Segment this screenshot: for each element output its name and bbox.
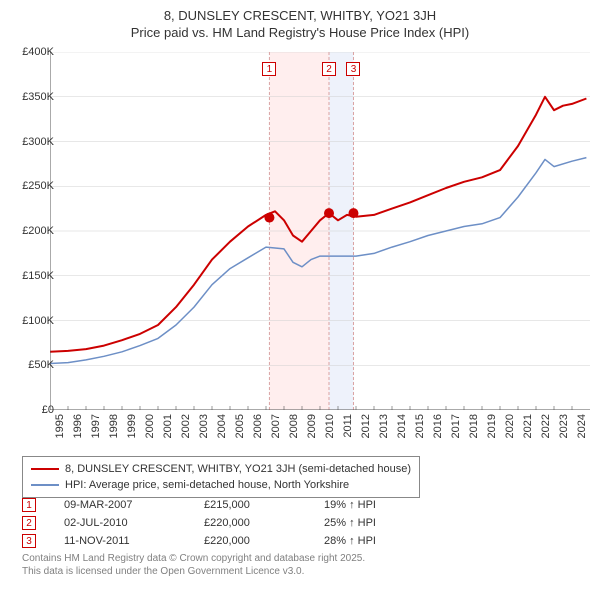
x-tick-label: 2013: [378, 414, 390, 438]
x-tick-label: 2020: [504, 414, 516, 438]
x-tick-label: 2006: [252, 414, 264, 438]
chart-svg: [50, 52, 590, 410]
sales-row: 3 11-NOV-2011£220,00028% ↑ HPI: [22, 532, 444, 550]
sales-price: £220,000: [204, 535, 324, 547]
sale-marker-badge: 1: [262, 62, 276, 76]
sales-date: 09-MAR-2007: [64, 499, 204, 511]
x-tick-label: 2008: [288, 414, 300, 438]
sale-marker-badge: 2: [322, 62, 336, 76]
y-tick-label: £150K: [6, 270, 54, 282]
y-tick-label: £400K: [6, 46, 54, 58]
x-tick-label: 2014: [396, 414, 408, 438]
x-tick-label: 2022: [540, 414, 552, 438]
x-tick-label: 1998: [108, 414, 120, 438]
sales-date: 11-NOV-2011: [64, 535, 204, 547]
y-tick-label: £300K: [6, 136, 54, 148]
legend-row: 8, DUNSLEY CRESCENT, WHITBY, YO21 3JH (s…: [31, 461, 411, 477]
footer-line2: This data is licensed under the Open Gov…: [22, 565, 365, 578]
sales-diff: 28% ↑ HPI: [324, 535, 444, 547]
x-tick-label: 2018: [468, 414, 480, 438]
sales-row: 1 09-MAR-2007£215,00019% ↑ HPI: [22, 496, 444, 514]
legend-text: 8, DUNSLEY CRESCENT, WHITBY, YO21 3JH (s…: [65, 463, 411, 475]
x-tick-label: 2017: [450, 414, 462, 438]
x-tick-label: 2002: [180, 414, 192, 438]
legend-text: HPI: Average price, semi-detached house,…: [65, 479, 349, 491]
footer: Contains HM Land Registry data © Crown c…: [22, 552, 365, 578]
x-tick-label: 2000: [144, 414, 156, 438]
y-tick-label: £250K: [6, 180, 54, 192]
x-tick-label: 2023: [558, 414, 570, 438]
title-line2: Price paid vs. HM Land Registry's House …: [0, 25, 600, 40]
x-tick-label: 2004: [216, 414, 228, 438]
y-tick-label: £200K: [6, 225, 54, 237]
footer-line1: Contains HM Land Registry data © Crown c…: [22, 552, 365, 565]
x-tick-label: 2019: [486, 414, 498, 438]
y-tick-label: £350K: [6, 91, 54, 103]
x-tick-label: 1996: [72, 414, 84, 438]
x-tick-label: 2001: [162, 414, 174, 438]
legend-row: HPI: Average price, semi-detached house,…: [31, 477, 411, 493]
sale-marker-badge: 3: [346, 62, 360, 76]
sales-number-box: 2: [22, 516, 36, 530]
y-tick-label: £100K: [6, 315, 54, 327]
sales-number-box: 1: [22, 498, 36, 512]
x-tick-label: 2015: [414, 414, 426, 438]
sales-row: 2 02-JUL-2010£220,00025% ↑ HPI: [22, 514, 444, 532]
sales-table: 1 09-MAR-2007£215,00019% ↑ HPI 2 02-JUL-201…: [22, 496, 444, 550]
x-tick-label: 1999: [126, 414, 138, 438]
x-tick-label: 2011: [342, 414, 354, 438]
sales-date: 02-JUL-2010: [64, 517, 204, 529]
title-block: 8, DUNSLEY CRESCENT, WHITBY, YO21 3JH Pr…: [0, 0, 600, 40]
legend-swatch: [31, 484, 59, 486]
x-tick-label: 2012: [360, 414, 372, 438]
legend: 8, DUNSLEY CRESCENT, WHITBY, YO21 3JH (s…: [22, 456, 420, 498]
y-tick-label: £50K: [6, 359, 54, 371]
sales-price: £220,000: [204, 517, 324, 529]
x-tick-label: 1995: [54, 414, 66, 438]
x-tick-label: 2005: [234, 414, 246, 438]
x-tick-label: 2007: [270, 414, 282, 438]
x-tick-label: 2021: [522, 414, 534, 438]
x-tick-label: 1997: [90, 414, 102, 438]
sales-diff: 19% ↑ HPI: [324, 499, 444, 511]
sales-number-box: 3: [22, 534, 36, 548]
title-line1: 8, DUNSLEY CRESCENT, WHITBY, YO21 3JH: [0, 8, 600, 23]
sales-price: £215,000: [204, 499, 324, 511]
chart-area: [50, 52, 590, 410]
sales-diff: 25% ↑ HPI: [324, 517, 444, 529]
x-tick-label: 2010: [324, 414, 336, 438]
y-tick-label: £0: [6, 404, 54, 416]
x-tick-label: 2003: [198, 414, 210, 438]
x-tick-label: 2024: [576, 414, 588, 438]
chart-container: 8, DUNSLEY CRESCENT, WHITBY, YO21 3JH Pr…: [0, 0, 600, 590]
x-tick-label: 2009: [306, 414, 318, 438]
x-tick-label: 2016: [432, 414, 444, 438]
legend-swatch: [31, 468, 59, 470]
